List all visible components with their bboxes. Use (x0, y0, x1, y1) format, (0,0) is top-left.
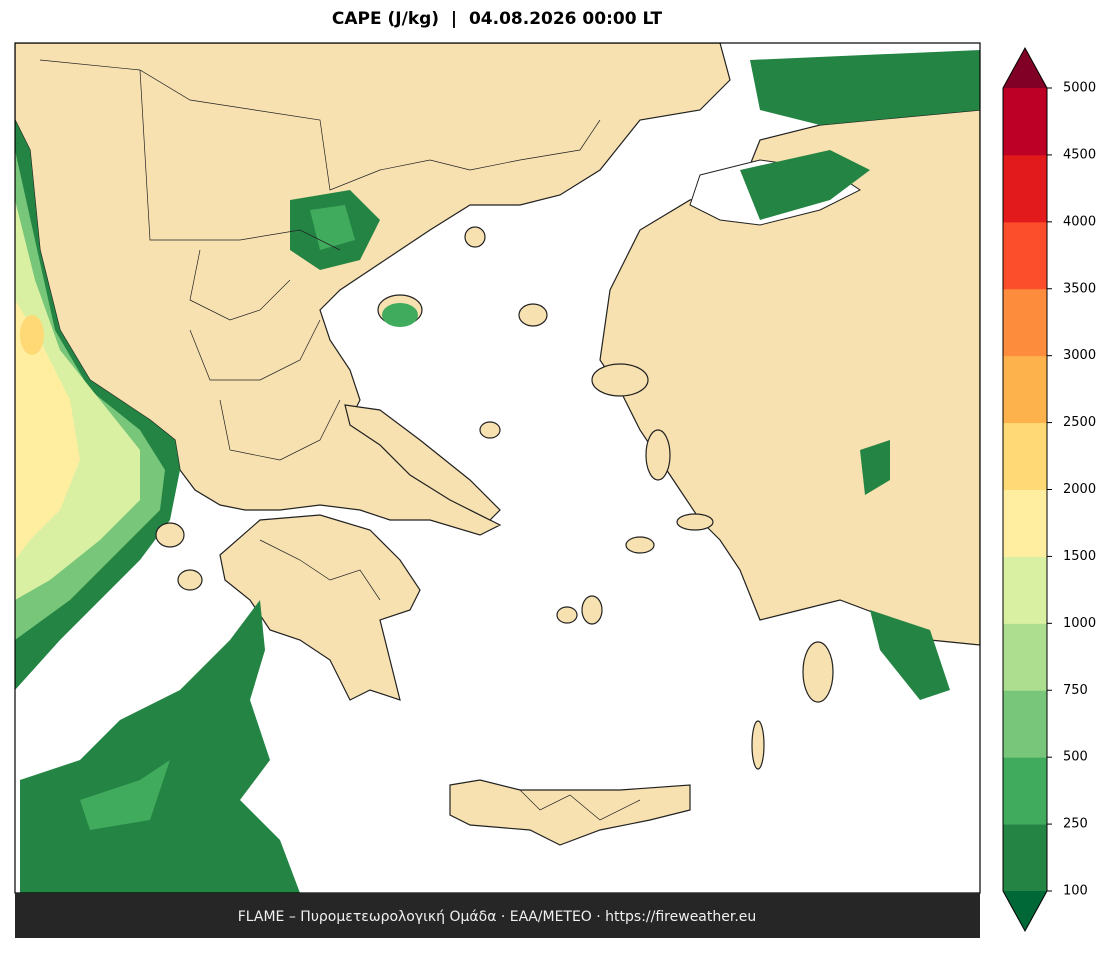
colorbar-band (1003, 757, 1047, 825)
colorbar-tick-label: 3500 (1063, 281, 1096, 296)
colorbar: 100 250 500 750 1000 1500 2000 2500 3000 3500 4000… (1002, 46, 1096, 933)
colorbar-band (1003, 221, 1047, 290)
footer-bar (15, 893, 980, 938)
colorbar-tick-label: 1500 (1063, 549, 1096, 564)
title: CAPE (J/kg) | 04.08.2026 00:00 LT (332, 9, 663, 29)
colorbar-tick-label: 5000 (1063, 81, 1096, 96)
colorbar-band (1003, 288, 1047, 357)
map (14, 42, 981, 894)
colorbar-band (1003, 422, 1047, 490)
colorbar-band (1003, 88, 1047, 156)
colorbar-tick-label: 250 (1063, 817, 1088, 832)
colorbar-band (1003, 355, 1047, 424)
colorbar-band (1003, 489, 1047, 557)
colorbar-over (1003, 48, 1047, 88)
colorbar-band (1003, 690, 1047, 758)
colorbar-band (1003, 623, 1047, 691)
colorbar-tick-label: 500 (1063, 750, 1088, 765)
colorbar-tick-label: 3000 (1063, 348, 1096, 363)
colorbar-tick-label: 100 (1063, 884, 1088, 899)
colorbar-tick-label: 750 (1063, 683, 1088, 698)
colorbar-band (1003, 556, 1047, 624)
colorbar-tick-label: 4000 (1063, 214, 1096, 229)
colorbar-tick-label: 2500 (1063, 415, 1096, 430)
colorbar-tick-label: 1000 (1063, 616, 1096, 631)
footer: FLAME – Πυρομετεωρολογική Ομάδα · ΕΑΑ/ME… (238, 909, 757, 925)
colorbar-tick-label: 4500 (1063, 147, 1096, 162)
colorbar-band (1003, 154, 1047, 223)
colorbar-tick-label: 2000 (1063, 482, 1096, 497)
colorbar-band (1003, 824, 1047, 892)
colorbar-under (1003, 891, 1047, 931)
